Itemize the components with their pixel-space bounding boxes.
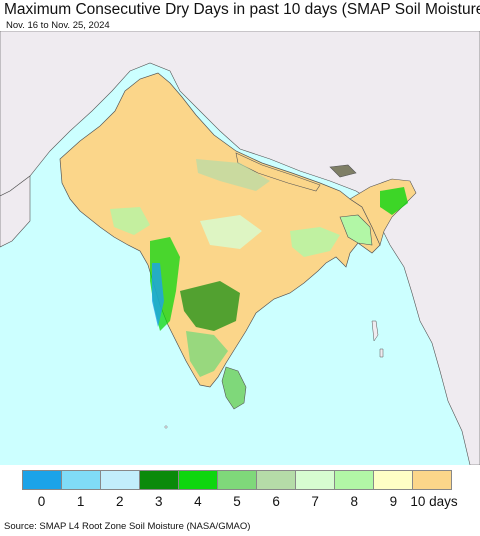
wet-patch-gangetic [196,159,270,191]
legend-swatch-0 [23,471,62,489]
andaman-islands [371,320,384,358]
legend-swatch-6 [257,471,296,489]
legend-label-7: 7 [311,494,319,509]
legend-label-2: 2 [115,494,124,509]
map-area [0,31,480,465]
wet-patch-deccan [180,281,240,331]
maldives [164,425,168,429]
legend-label-6: 6 [272,494,280,509]
wet-patch-northeast [380,187,408,215]
legend-label-0: 0 [37,494,46,509]
legend-label-1: 1 [76,494,85,509]
bangladesh [339,214,373,246]
surrounding-land [0,31,480,465]
legend-label-5: 5 [233,494,241,509]
legend-label-8: 8 [350,494,359,509]
sri-lanka [221,366,247,410]
legend-label-3: 3 [155,494,163,509]
wet-patch-gujarat [110,207,150,235]
arabian-coast [0,175,31,248]
legend-label-4: 4 [194,494,202,509]
map-title: Maximum Consecutive Dry Days in past 10 … [4,1,480,18]
south-asia-map-svg [0,31,480,465]
legend-swatch-2 [101,471,140,489]
legend-labels: 0 1 2 3 4 5 6 7 8 9 10 days [22,494,458,512]
legend-swatch-1 [62,471,101,489]
legend-swatch-8 [335,471,374,489]
date-range: Nov. 16 to Nov. 25, 2024 [6,20,110,31]
wet-patch-east [290,227,340,257]
wet-patch-konkan-coast [152,263,164,327]
wet-patch-central [200,215,262,249]
legend-swatch-5 [218,471,257,489]
legend-color-bar [22,470,452,490]
legend-label-10: 10 days [410,494,458,509]
legend-swatch-10 [413,471,451,489]
wet-patch-south [186,331,228,377]
legend-swatch-4 [179,471,218,489]
legend-swatch-7 [296,471,335,489]
bhutan [329,164,357,178]
source-note: Source: SMAP L4 Root Zone Soil Moisture … [4,521,251,532]
legend-swatch-3 [140,471,179,489]
legend-label-9: 9 [389,494,398,509]
legend-swatch-9 [374,471,413,489]
